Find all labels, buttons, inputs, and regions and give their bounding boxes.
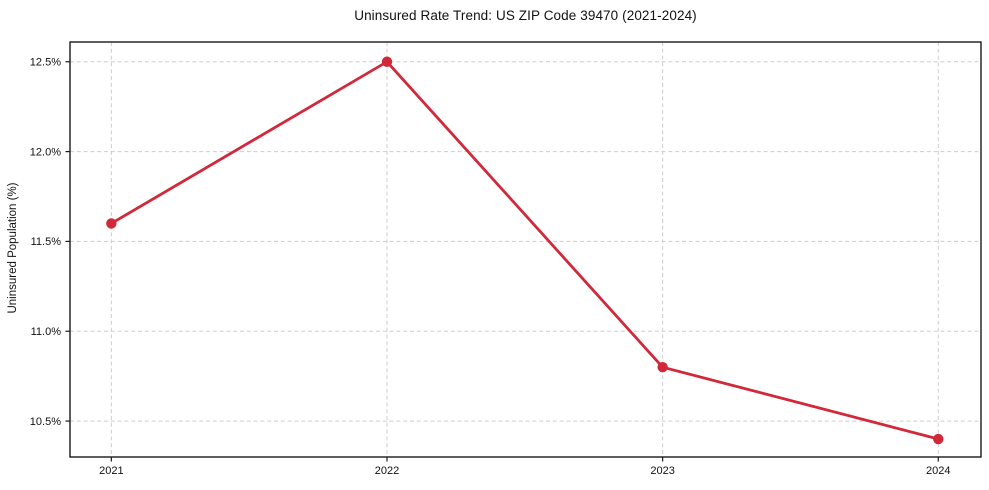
x-tick-label: 2021 xyxy=(99,465,123,477)
data-point-marker xyxy=(657,361,668,373)
axes-border xyxy=(69,41,982,458)
y-tick-label: 11.0% xyxy=(31,326,62,338)
x-tick-label: 2023 xyxy=(650,465,674,477)
chart-title: Uninsured Rate Trend: US ZIP Code 39470 … xyxy=(354,8,697,23)
x-tick-label: 2022 xyxy=(375,465,399,477)
data-point-marker xyxy=(933,433,944,445)
y-tick-label: 11.5% xyxy=(31,236,62,248)
y-tick-label: 12.0% xyxy=(30,146,61,158)
trend-line xyxy=(109,60,940,441)
y-tick-label: 12.5% xyxy=(30,57,61,69)
data-point-marker xyxy=(106,218,117,229)
x-tick-label: 2024 xyxy=(926,465,950,477)
data-point-marker xyxy=(381,56,393,67)
y-tick-label: 10.5% xyxy=(30,416,61,428)
